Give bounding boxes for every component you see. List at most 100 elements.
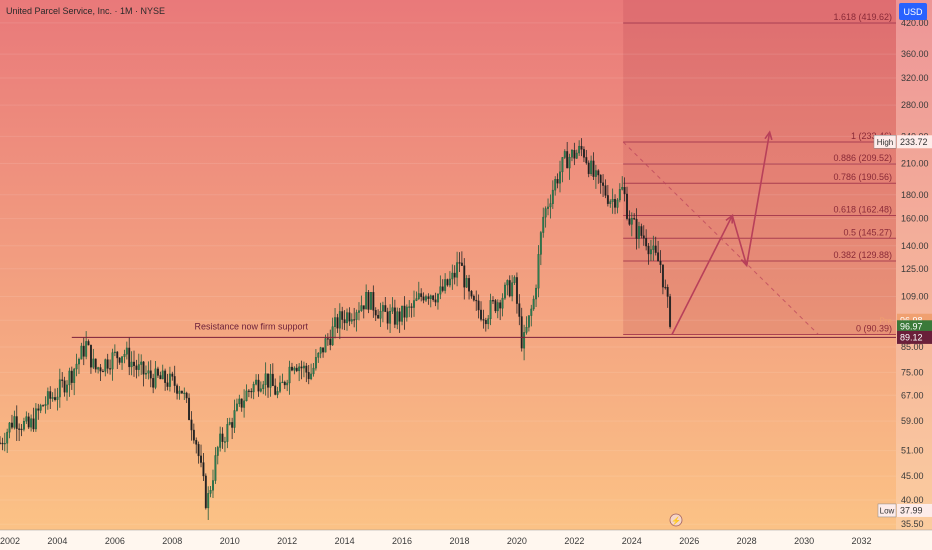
candle-body	[104, 359, 107, 372]
candle-body	[563, 151, 566, 158]
candle-body	[192, 429, 195, 441]
candle-body	[513, 277, 516, 283]
candle-body	[125, 347, 128, 355]
candle-body	[628, 218, 631, 225]
candle-body	[549, 203, 552, 208]
currency-badge[interactable]: USD	[903, 7, 923, 17]
fib-level-label: 0.382 (129.88)	[833, 250, 892, 260]
candle-body	[221, 433, 224, 442]
price-axis-background[interactable]	[896, 0, 932, 530]
candle-body	[252, 384, 255, 393]
overlay-layer: Resistance now firm support	[71, 130, 896, 338]
y-tick-label: 420.00	[901, 18, 929, 28]
candle-body	[197, 444, 200, 457]
candle-body	[255, 379, 258, 385]
candle-body	[623, 187, 626, 195]
candle-body	[587, 162, 590, 175]
fib-level-label: 0.786 (190.56)	[833, 172, 892, 182]
projection-segment[interactable]	[671, 215, 734, 335]
candle-body	[121, 356, 124, 363]
candle-body	[379, 310, 382, 319]
candle-body	[97, 367, 100, 370]
candle-body	[42, 405, 45, 407]
y-tick-label: 320.00	[901, 73, 929, 83]
candle-body	[228, 422, 231, 425]
candle-body	[556, 179, 559, 184]
candle-body	[358, 310, 360, 313]
candle-body	[561, 157, 564, 173]
candle-body	[94, 358, 97, 370]
candle-body	[465, 278, 468, 288]
candle-body	[508, 280, 511, 297]
candle-body	[515, 277, 518, 304]
candle-body	[8, 422, 11, 433]
candle-body	[384, 305, 387, 312]
candle-body	[542, 216, 545, 233]
price-axis[interactable]: 35.50 40.00 45.00 51.00 59.00 67.00 75.00 85.00…	[901, 18, 929, 529]
high-label-bg	[873, 135, 897, 149]
candle-body	[0, 442, 1, 444]
candle-body	[551, 189, 554, 204]
candle-body	[456, 262, 459, 278]
candle-body	[279, 382, 281, 392]
x-tick-label: 2026	[679, 536, 699, 546]
candle-body	[78, 358, 80, 365]
candle-body	[504, 284, 506, 299]
candle-body	[11, 422, 13, 428]
candle-body	[326, 338, 329, 340]
fib-levels-layer: 1.618 (419.62) 1 (233.46) 0.886 (209.52) 0.…	[623, 12, 896, 336]
candle-body	[123, 354, 126, 357]
candle-body	[283, 381, 286, 386]
candle-body	[149, 370, 152, 379]
x-tick-label: 2006	[105, 536, 125, 546]
candle-body	[89, 344, 92, 368]
y-tick-label: 67.00	[901, 390, 924, 400]
fib-level-label: 0.618 (162.48)	[833, 205, 892, 215]
x-tick-label: 2024	[622, 536, 642, 546]
candle-body	[664, 286, 667, 289]
candle-body	[212, 480, 214, 491]
candle-body	[147, 370, 150, 374]
candle-body	[156, 368, 159, 376]
candle-body	[362, 305, 365, 310]
symbol-title[interactable]: United Parcel Service, Inc. · 1M · NYSE	[6, 6, 165, 16]
candle-body	[511, 282, 514, 297]
candle-body	[159, 375, 162, 380]
candle-body	[87, 341, 90, 346]
candle-body	[535, 287, 538, 300]
candle-body	[245, 390, 248, 402]
projection-segment[interactable]	[731, 215, 748, 266]
candle-body	[46, 391, 49, 405]
candle-body	[350, 319, 353, 322]
currency-badge-bg[interactable]	[899, 3, 927, 20]
candle-body	[492, 300, 494, 302]
support-label: Resistance now firm support	[195, 321, 309, 331]
candle-body	[85, 341, 88, 357]
candle-body	[405, 306, 408, 318]
candle-body	[616, 199, 619, 208]
candle-body	[434, 299, 437, 303]
candle-body	[499, 302, 502, 309]
x-tick-label: 2028	[737, 536, 757, 546]
candle-body	[494, 300, 497, 312]
candle-body	[626, 193, 628, 219]
candle-body	[310, 373, 313, 380]
candle-body	[594, 170, 597, 177]
candle-body	[168, 373, 171, 387]
projection-segment[interactable]	[745, 132, 771, 266]
candle-body	[353, 319, 356, 321]
candle-body	[109, 368, 112, 370]
candle-body	[372, 291, 375, 311]
y-tick-label: 210.00	[901, 158, 929, 168]
candle-body	[661, 264, 664, 288]
time-axis[interactable]: 2002 2004 2006 2008 2010 2012 2014 2016 2018 2020…	[0, 536, 872, 546]
candle-body	[597, 170, 600, 176]
time-axis-background[interactable]	[0, 530, 932, 550]
candle-body	[336, 317, 339, 329]
fib-level-label: 0.5 (145.27)	[843, 227, 892, 237]
candle-body	[630, 218, 633, 225]
candle-body	[329, 338, 332, 346]
lightning-icon[interactable]	[669, 513, 683, 527]
low-value-bg	[897, 503, 932, 517]
